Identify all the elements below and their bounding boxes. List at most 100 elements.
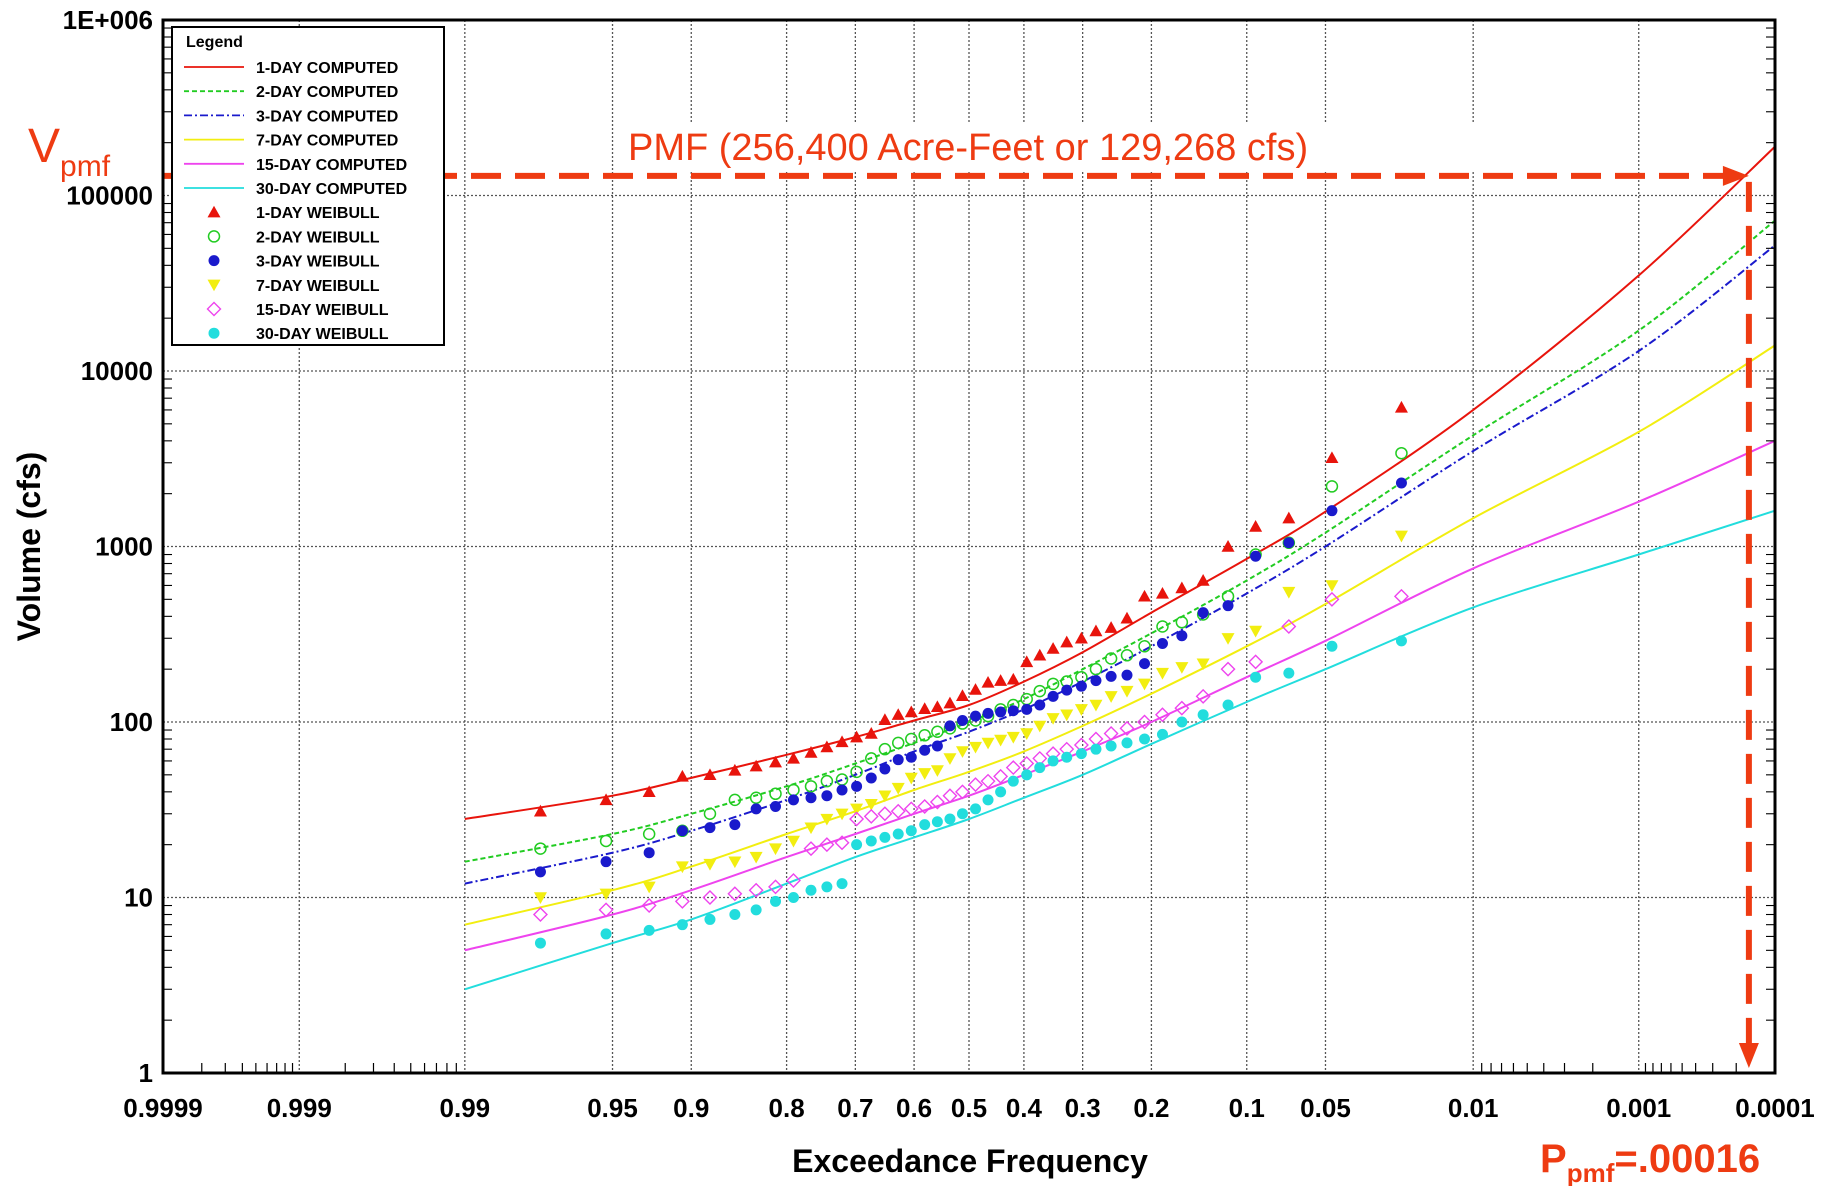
data-point	[834, 835, 850, 851]
data-point	[642, 785, 656, 798]
data-point	[727, 886, 743, 902]
data-point	[532, 907, 548, 922]
axis-ticks: 0.9999 0.999 0.99 0.95 0.9 0.8 0.7 0.6 0.5 0.4 0.3…	[63, 5, 1815, 1123]
data-point	[1394, 530, 1408, 543]
data-point	[904, 772, 918, 785]
data-point	[851, 780, 863, 792]
data-point	[1046, 642, 1060, 654]
data-point	[944, 813, 956, 825]
data-point	[769, 755, 783, 768]
legend-item: 1-DAY WEIBULL	[207, 205, 380, 222]
data-point	[850, 730, 864, 743]
legend-item: 7-DAY COMPUTED	[184, 133, 398, 150]
data-point	[1060, 635, 1074, 648]
data-point	[904, 705, 918, 718]
data-point	[1139, 733, 1151, 745]
data-point	[930, 765, 944, 777]
data-point	[749, 851, 763, 864]
data-point	[956, 808, 968, 820]
data-point	[969, 683, 983, 695]
data-point	[819, 837, 835, 853]
data-point	[865, 772, 877, 784]
data-point	[1394, 400, 1408, 413]
data-point	[1138, 640, 1151, 653]
v-pmf-main: V	[28, 120, 60, 173]
data-point	[820, 774, 834, 788]
x-tick-label: 0.7	[837, 1093, 873, 1123]
legend-item: 7-DAY WEIBULL	[207, 278, 380, 295]
data-point	[919, 744, 931, 756]
data-point	[836, 784, 848, 796]
data-point	[1196, 574, 1210, 586]
data-point	[982, 707, 994, 719]
data-point	[1174, 700, 1190, 716]
data-point	[1005, 760, 1021, 776]
data-point	[864, 799, 878, 811]
x-tick-label: 0.01	[1448, 1093, 1499, 1123]
data-point	[1139, 658, 1151, 670]
data-point	[1104, 691, 1118, 703]
x-axis-title: Exceedance Frequency	[792, 1143, 1148, 1179]
data-point	[1324, 591, 1340, 607]
data-point	[704, 822, 716, 834]
series-15-day-computed	[464, 439, 1776, 952]
data-point	[982, 794, 994, 806]
legend-item: 15-DAY COMPUTED	[184, 157, 407, 174]
data-point	[1221, 540, 1235, 552]
data-point	[1156, 728, 1168, 740]
data-point	[703, 807, 717, 821]
data-point	[969, 741, 983, 754]
legend-label: 15-DAY COMPUTED	[256, 157, 407, 174]
p-pmf-main: P	[1540, 1137, 1567, 1181]
x-tick-label: 0.4	[1006, 1093, 1043, 1123]
data-point	[955, 746, 969, 758]
data-point	[804, 780, 818, 793]
legend-swatch	[207, 205, 221, 218]
p-pmf-sub: pmf	[1567, 1158, 1615, 1186]
data-point	[931, 816, 943, 828]
data-point	[786, 835, 800, 848]
series-2-day-weibull	[534, 446, 1408, 855]
x-tick-label: 0.0001	[1735, 1093, 1815, 1123]
data-point	[1281, 619, 1297, 635]
data-point	[729, 819, 741, 831]
data-point	[864, 726, 878, 739]
x-tick-label: 0.001	[1606, 1093, 1671, 1123]
pmf-guides	[163, 165, 1759, 1068]
data-point	[956, 714, 968, 726]
data-point	[980, 773, 996, 789]
data-point	[1046, 713, 1060, 725]
data-point	[1034, 699, 1046, 711]
data-point	[1089, 662, 1103, 676]
data-point	[970, 710, 982, 722]
data-point	[703, 768, 717, 781]
x-tick-label: 0.2	[1133, 1093, 1169, 1123]
data-point	[995, 786, 1007, 798]
data-point	[1221, 633, 1235, 645]
data-point	[1156, 620, 1169, 633]
data-point	[1119, 720, 1135, 736]
data-point	[1047, 755, 1059, 767]
data-point	[1155, 586, 1169, 599]
x-tick-label: 0.9	[673, 1093, 709, 1123]
series-line	[464, 244, 1776, 885]
data-point	[1197, 607, 1209, 619]
data-point	[676, 919, 688, 931]
x-tick-label: 0.05	[1300, 1093, 1351, 1123]
data-point	[1104, 621, 1118, 633]
data-point	[929, 794, 945, 810]
data-point	[931, 725, 944, 738]
data-point	[1060, 709, 1074, 722]
data-point	[641, 898, 657, 914]
data-point	[642, 881, 656, 894]
data-point	[1121, 669, 1133, 681]
data-point	[769, 843, 783, 856]
data-point	[878, 713, 892, 725]
data-point	[770, 895, 782, 907]
data-point	[1120, 649, 1134, 662]
series-1-day-computed	[464, 145, 1776, 820]
pmf-arrowhead-right	[1722, 165, 1749, 186]
data-point	[599, 834, 613, 848]
data-point	[995, 706, 1007, 718]
legend-label: 7-DAY WEIBULL	[256, 278, 380, 295]
